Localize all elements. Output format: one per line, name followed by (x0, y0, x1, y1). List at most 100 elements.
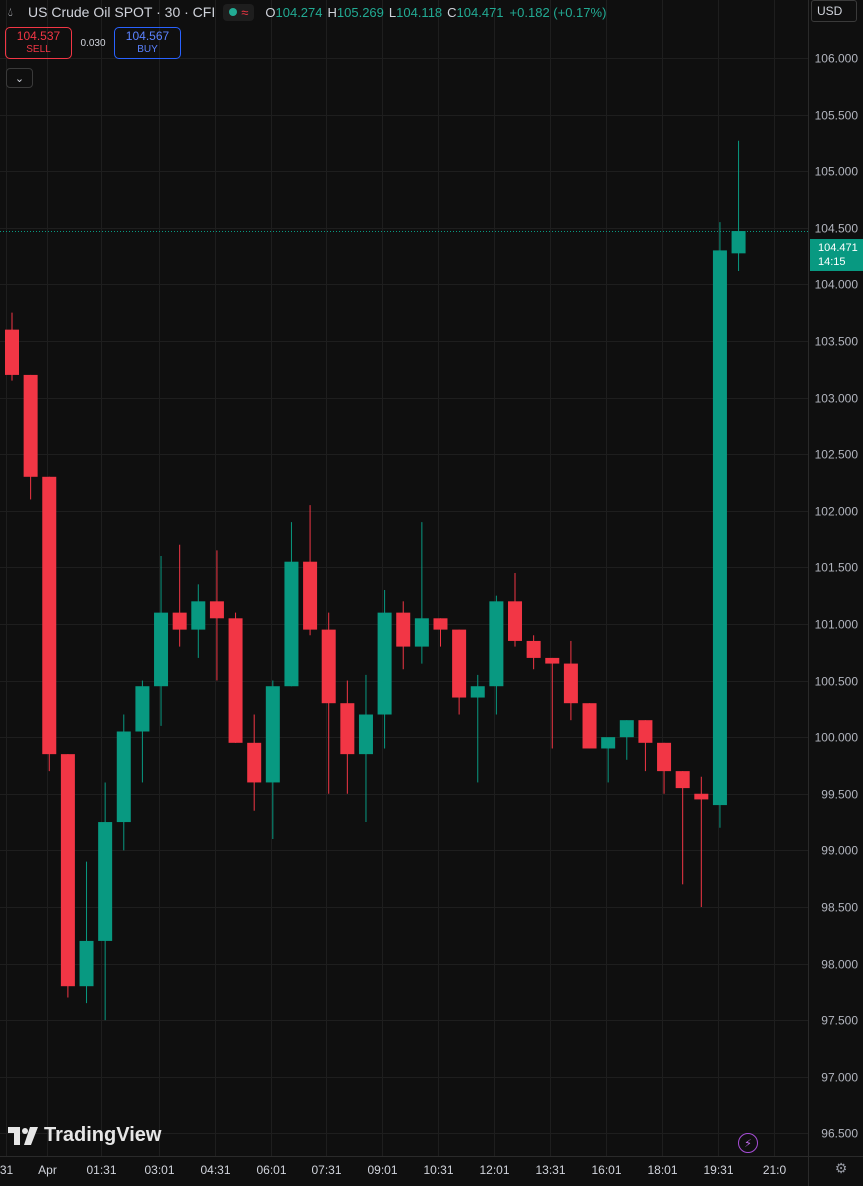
x-tick-label: 07:31 (311, 1163, 341, 1177)
candle-body (582, 703, 597, 749)
candle-body (60, 754, 75, 987)
market-open-dot-icon (229, 8, 238, 16)
candle-body (731, 231, 746, 254)
candle (731, 140, 746, 272)
buy-price: 104.567 (125, 29, 170, 43)
candle-body (601, 737, 616, 749)
x-tick-label: 31 (0, 1163, 13, 1177)
candle-body (228, 618, 243, 743)
chart-grid (0, 0, 808, 1156)
candle (657, 742, 672, 794)
y-tick-label: 105.000 (815, 165, 859, 179)
spread-value: 0.030 (80, 37, 106, 49)
candle (284, 522, 299, 687)
candle (470, 674, 485, 783)
status-pill[interactable]: ≈ (223, 3, 255, 21)
candle (545, 657, 560, 749)
current-price-value: 104.471 (818, 242, 858, 254)
candle (154, 556, 169, 726)
x-tick-label: 09:01 (367, 1163, 397, 1177)
collapse-chevron-down-icon[interactable]: ⌄ (6, 68, 33, 88)
candle (452, 629, 467, 715)
candle-body (172, 612, 187, 630)
candle (116, 714, 131, 851)
x-tick-label: 13:31 (535, 1163, 565, 1177)
candle (303, 505, 318, 636)
x-tick-label: 03:01 (144, 1163, 174, 1177)
change-value: +0.182 (+0.17%) (509, 4, 607, 20)
sell-button[interactable]: 104.537 SELL (5, 27, 72, 59)
candle (228, 612, 243, 743)
candle (712, 222, 727, 828)
candle-body (321, 629, 336, 704)
candle-body (452, 629, 467, 698)
sell-price: 104.537 (16, 29, 61, 43)
candle-body (675, 771, 690, 789)
candle-body (247, 742, 262, 783)
candle-body (265, 686, 280, 783)
buy-label: BUY (137, 44, 158, 55)
candle (23, 374, 38, 500)
candle (135, 680, 150, 783)
y-tick-label: 98.000 (821, 958, 858, 972)
candle (601, 737, 616, 783)
candle (247, 714, 262, 811)
candle (433, 618, 448, 647)
open-label: O (265, 4, 276, 20)
candle-body (694, 793, 709, 800)
x-tick-label: 10:31 (423, 1163, 453, 1177)
candle-body (433, 618, 448, 630)
y-tick-label: 101.500 (815, 561, 859, 575)
symbol-title[interactable]: US Crude Oil SPOT · 30 · CFI (28, 4, 216, 20)
candle-body (209, 601, 224, 619)
x-tick-label: 04:31 (200, 1163, 230, 1177)
candle (526, 635, 541, 670)
candle (675, 771, 690, 885)
candle (358, 674, 373, 823)
candle-body (526, 640, 541, 658)
x-tick-label: 01:31 (86, 1163, 116, 1177)
candle-body (638, 720, 653, 743)
sell-label: SELL (26, 44, 51, 55)
candle-body (489, 601, 504, 687)
x-tick-label: 18:01 (647, 1163, 677, 1177)
y-tick-label: 97.000 (821, 1071, 858, 1085)
candle (42, 476, 57, 772)
gear-icon[interactable]: ⚙︎ (834, 1159, 848, 1176)
high-value: 105.269 (336, 4, 384, 20)
buy-button[interactable]: 104.567 BUY (114, 27, 181, 59)
candle (619, 720, 634, 760)
candle-body (396, 612, 411, 647)
candle (265, 680, 280, 840)
candle-body (619, 720, 634, 738)
candle (98, 782, 113, 1021)
candle (508, 573, 523, 647)
y-tick-label: 97.500 (821, 1014, 858, 1028)
candle (191, 584, 206, 658)
x-tick-label: 16:01 (591, 1163, 621, 1177)
candle-body (508, 601, 523, 641)
y-tick-label: 101.000 (815, 618, 859, 632)
y-tick-label: 103.500 (815, 335, 859, 349)
drop-icon: 💧︎ (8, 4, 13, 19)
y-tick-label: 104.500 (815, 222, 859, 236)
candle-body (154, 612, 169, 687)
lightning-icon[interactable]: ⚡︎ (738, 1133, 758, 1153)
candle (340, 680, 355, 794)
y-tick-label: 99.000 (821, 844, 858, 858)
candle-body (5, 329, 19, 375)
tradingview-logo[interactable]: TradingView (8, 1124, 161, 1147)
currency-select[interactable]: USD (811, 0, 857, 22)
candle-body (712, 250, 727, 806)
low-label: L (388, 4, 397, 20)
y-tick-label: 100.000 (815, 731, 859, 745)
y-tick-label: 103.000 (815, 392, 859, 406)
candle-body (79, 940, 94, 987)
candle (377, 590, 392, 749)
candle (489, 595, 504, 715)
candle (414, 522, 429, 664)
candle-body (98, 822, 113, 941)
candle-body (470, 686, 485, 698)
candle-body (657, 742, 672, 772)
